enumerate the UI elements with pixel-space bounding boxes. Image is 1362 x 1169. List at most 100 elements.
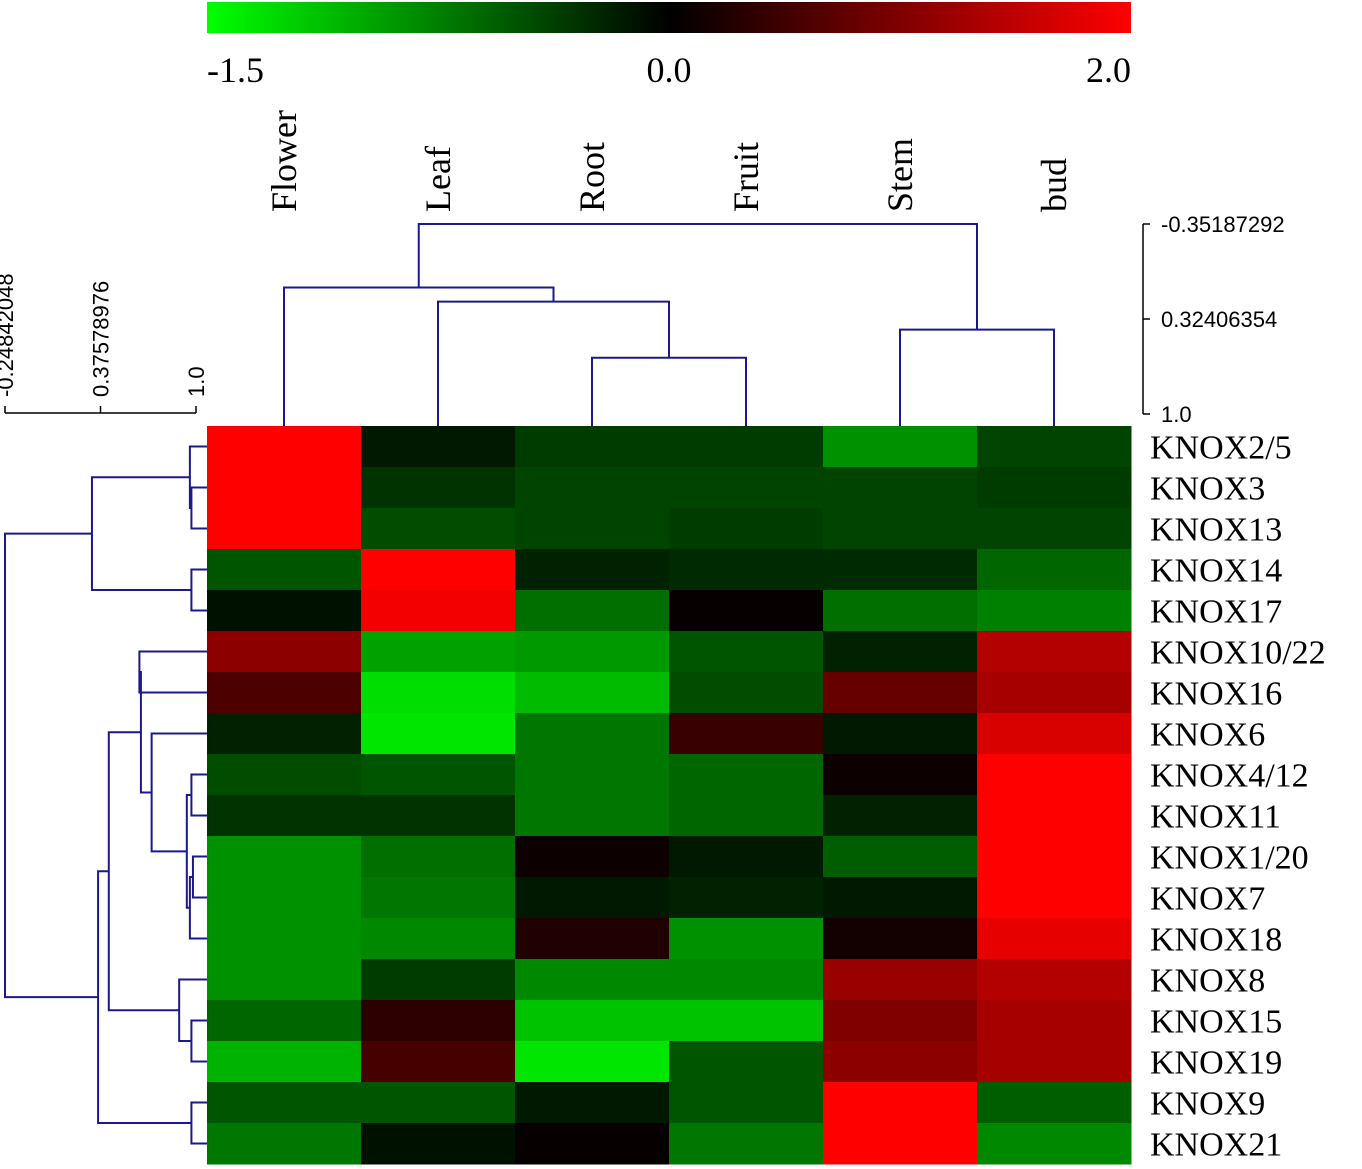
heatmap-cell bbox=[515, 426, 670, 468]
column-dendrogram bbox=[283, 223, 1055, 426]
row-scale-label: 1.0 bbox=[184, 366, 209, 397]
heatmap-cell bbox=[515, 590, 670, 632]
heatmap-cell bbox=[977, 836, 1132, 878]
heatmap-cell bbox=[361, 713, 516, 755]
heatmap-cell bbox=[669, 713, 824, 755]
heatmap-cell bbox=[515, 713, 670, 755]
heatmap-cell bbox=[669, 467, 824, 509]
heatmap-cell bbox=[823, 672, 978, 714]
heatmap-cell bbox=[207, 426, 362, 468]
row-dendrogram-branch bbox=[138, 650, 207, 694]
row-dendrogram-branch bbox=[90, 476, 192, 591]
column-dendrogram-branch bbox=[417, 223, 978, 330]
column-dendrogram-scale: -0.35187292 0.32406354 1.0 bbox=[1142, 212, 1285, 427]
heatmap-cell bbox=[669, 877, 824, 919]
row-label: KNOX9 bbox=[1150, 1086, 1265, 1123]
heatmap-cell bbox=[823, 549, 978, 591]
heatmap-cell bbox=[361, 467, 516, 509]
row-label: KNOX3 bbox=[1150, 471, 1265, 508]
row-label: KNOX4/12 bbox=[1150, 758, 1309, 795]
row-dendrogram-scale: -0.24842048 0.37578976 1.0 bbox=[0, 273, 209, 414]
heatmap-cell bbox=[515, 631, 670, 673]
heatmap-cell bbox=[669, 1082, 824, 1124]
heatmap-cell bbox=[361, 754, 516, 796]
column-labels: Flower Leaf Root Fruit Stem bud bbox=[264, 110, 1074, 212]
heatmap-cell bbox=[207, 877, 362, 919]
heatmap-cell bbox=[361, 836, 516, 878]
row-dendrogram-branch bbox=[190, 773, 207, 817]
row-label: KNOX2/5 bbox=[1150, 430, 1292, 467]
column-dendrogram-branch bbox=[899, 328, 1055, 426]
heatmap-cell bbox=[823, 1123, 978, 1165]
heatmap-cell bbox=[977, 467, 1132, 509]
column-dendrogram-branch bbox=[283, 286, 555, 426]
colorbar: -1.5 0.0 2.0 bbox=[207, 2, 1131, 90]
heatmap-cell bbox=[977, 1000, 1132, 1042]
row-label: KNOX14 bbox=[1150, 553, 1282, 590]
row-scale-label: 0.37578976 bbox=[89, 281, 114, 397]
heatmap-cell bbox=[361, 877, 516, 919]
heatmap-cell bbox=[977, 1123, 1132, 1165]
row-dendrogram bbox=[4, 445, 207, 1145]
row-label: KNOX10/22 bbox=[1150, 635, 1326, 672]
column-label: Root bbox=[572, 142, 612, 212]
heatmap-cell bbox=[515, 1041, 670, 1083]
heatmap-cell bbox=[669, 1123, 824, 1165]
column-dendrogram-branch bbox=[591, 356, 747, 426]
heatmap-cell bbox=[823, 1041, 978, 1083]
heatmap-cell bbox=[669, 426, 824, 468]
heatmap-cell bbox=[515, 959, 670, 1001]
colorbar-tick-label: 0.0 bbox=[647, 50, 692, 90]
row-label: KNOX6 bbox=[1150, 717, 1265, 754]
heatmap-cell bbox=[207, 1123, 362, 1165]
heatmap-cell bbox=[823, 877, 978, 919]
heatmap-cell bbox=[515, 877, 670, 919]
heatmap-cell bbox=[977, 959, 1132, 1001]
column-label: Stem bbox=[880, 138, 920, 212]
heatmap-cell bbox=[361, 1041, 516, 1083]
heatmap-cell bbox=[977, 795, 1132, 837]
heatmap-cell bbox=[977, 1082, 1132, 1124]
heatmap-cell bbox=[207, 549, 362, 591]
heatmap-cell bbox=[669, 672, 824, 714]
heatmap-cell bbox=[361, 631, 516, 673]
row-dendrogram-branch bbox=[191, 855, 207, 899]
column-scale-label: 0.32406354 bbox=[1161, 307, 1277, 332]
heatmap-cell bbox=[515, 795, 670, 837]
heatmap-cell bbox=[669, 754, 824, 796]
heatmap-cell bbox=[977, 918, 1132, 960]
heatmap-cells bbox=[207, 426, 1132, 1165]
heatmap-cell bbox=[515, 549, 670, 591]
row-label: KNOX21 bbox=[1150, 1127, 1282, 1164]
column-dendrogram-branch bbox=[437, 300, 670, 426]
heatmap-cell bbox=[823, 713, 978, 755]
heatmap-cell bbox=[207, 836, 362, 878]
row-label: KNOX13 bbox=[1150, 512, 1282, 549]
heatmap-cell bbox=[823, 1082, 978, 1124]
row-dendrogram-branch bbox=[139, 671, 152, 794]
heatmap-cell bbox=[977, 754, 1132, 796]
heatmap-cell bbox=[669, 549, 824, 591]
heatmap-cell bbox=[669, 1000, 824, 1042]
row-dendrogram-branch bbox=[4, 532, 99, 999]
row-dendrogram-branch bbox=[190, 1019, 207, 1063]
heatmap-cell bbox=[361, 918, 516, 960]
heatmap-cell bbox=[977, 1041, 1132, 1083]
heatmap-cell bbox=[669, 590, 824, 632]
heatmap-cell bbox=[515, 508, 670, 550]
heatmap-cell bbox=[669, 631, 824, 673]
heatmap-cell bbox=[823, 426, 978, 468]
heatmap-cell bbox=[669, 508, 824, 550]
heatmap-cell bbox=[515, 754, 670, 796]
heatmap-cell bbox=[207, 754, 362, 796]
heatmap-cell bbox=[207, 795, 362, 837]
heatmap-cell bbox=[515, 1082, 670, 1124]
row-dendrogram-branch bbox=[190, 568, 207, 612]
heatmap-cell bbox=[361, 549, 516, 591]
heatmap-cell bbox=[669, 1041, 824, 1083]
heatmap-cell bbox=[823, 836, 978, 878]
row-label: KNOX11 bbox=[1150, 799, 1281, 836]
row-label: KNOX17 bbox=[1150, 594, 1282, 631]
heatmap-cell bbox=[207, 631, 362, 673]
